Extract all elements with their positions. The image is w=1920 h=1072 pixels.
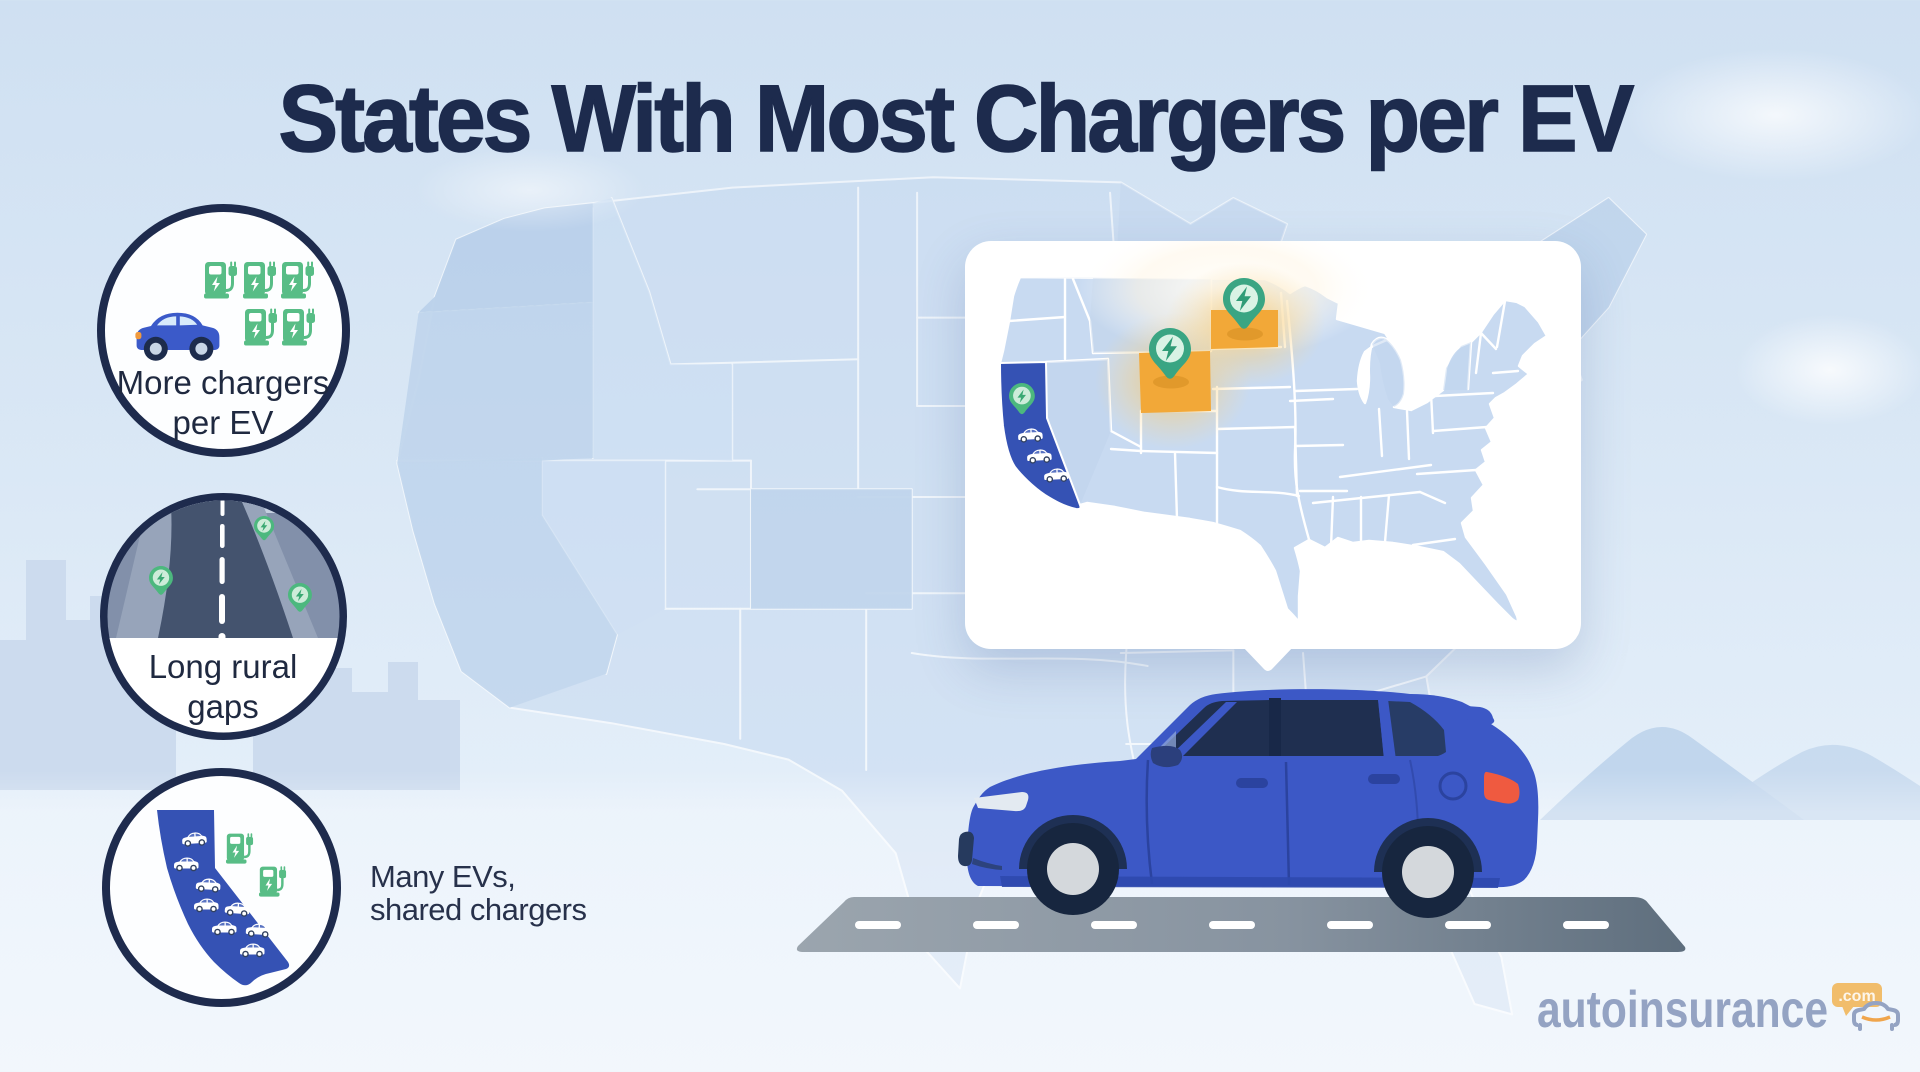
svg-text:.com: .com (1838, 988, 1875, 1005)
svg-text:autoinsurance: autoinsurance (1537, 981, 1828, 1039)
svg-text:Long rural: Long rural (149, 648, 298, 685)
svg-text:More chargers: More chargers (117, 364, 330, 401)
svg-text:gaps: gaps (187, 688, 259, 725)
svg-text:per EV: per EV (173, 404, 274, 441)
